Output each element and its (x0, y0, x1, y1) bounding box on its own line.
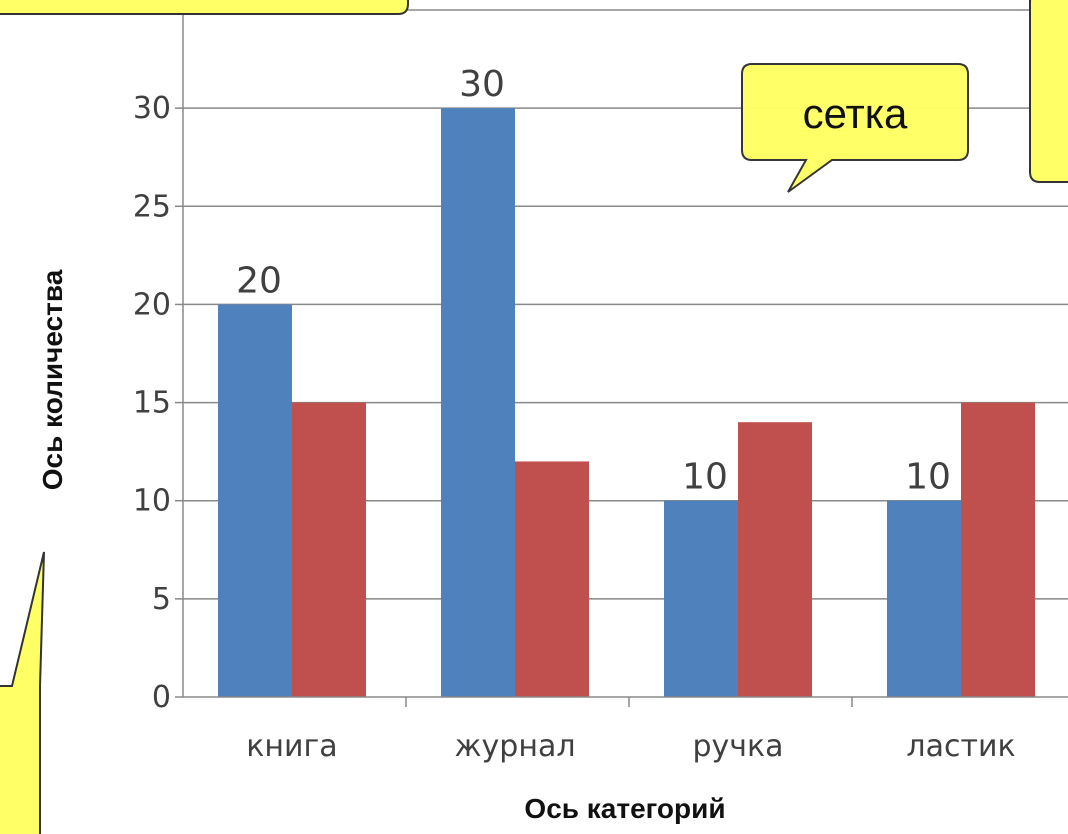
bar-series-1-2 (664, 500, 738, 697)
data-label: 10 (905, 457, 951, 498)
data-label: 30 (459, 64, 505, 105)
y-tick-label: 5 (152, 582, 171, 617)
x-axis-title: Ось категорий (524, 793, 725, 824)
bar-series-2-1 (515, 461, 589, 697)
x-tick-label: ручка (692, 729, 783, 764)
bar-series-1-0 (218, 304, 292, 697)
bar-series-2-3 (961, 402, 1035, 697)
callout-bottom-left (0, 551, 45, 834)
data-label: 10 (682, 457, 728, 498)
y-tick-label: 15 (133, 386, 171, 421)
bar-series-2-2 (738, 422, 812, 697)
axes (175, 0, 1068, 707)
x-tick-labels: книга журнал ручка ластик (246, 729, 1015, 764)
bars (218, 108, 1035, 697)
bar-series-2-0 (292, 402, 366, 697)
y-tick-labels: 0 5 10 15 20 25 30 (133, 91, 171, 715)
y-tick-label: 10 (133, 484, 171, 519)
callout-grid: сетка (741, 63, 969, 193)
y-tick-label: 25 (133, 189, 171, 224)
y-axis-title: Ось количества (37, 269, 68, 490)
y-tick-label: 20 (133, 287, 171, 322)
bar-series-1-3 (887, 500, 961, 697)
callout-grid-text: сетка (803, 90, 908, 137)
bar-series-1-1 (441, 108, 515, 697)
callout-top-left (0, 0, 409, 15)
data-label: 20 (236, 260, 282, 301)
y-tick-label: 0 (152, 680, 171, 715)
data-labels: 20 30 10 10 (236, 64, 951, 498)
callout-top-right (1029, 0, 1068, 183)
x-tick-label: книга (246, 729, 337, 764)
x-tick-label: ластик (906, 729, 1015, 764)
y-tick-label: 30 (133, 91, 171, 126)
x-tick-label: журнал (455, 729, 576, 764)
